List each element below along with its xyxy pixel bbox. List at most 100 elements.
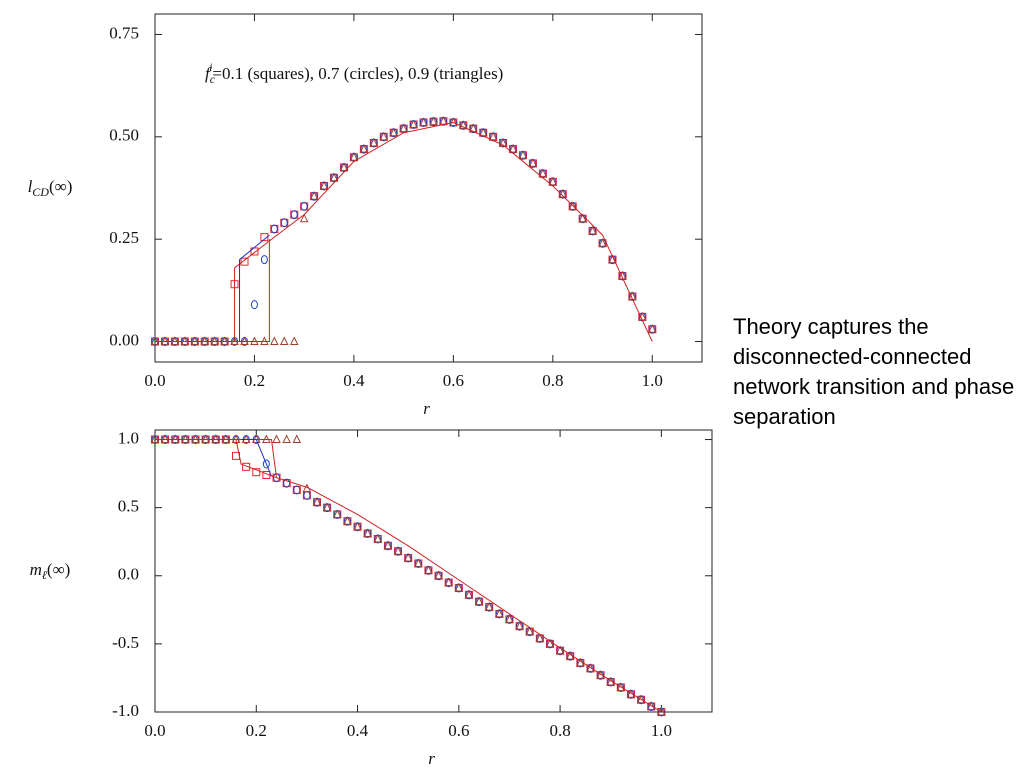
triangle-marker <box>449 117 458 126</box>
label-text: =0.1 (squares), 0.7 (circles), 0.9 (tria… <box>212 64 503 83</box>
triangle-marker <box>250 336 259 346</box>
label-sub: ℓ <box>42 568 47 582</box>
circle-marker <box>273 473 281 483</box>
triangle-marker <box>555 645 565 655</box>
charts: 0.0 0.2 0.4 0.6 0.8 1.00.000.250.500.75rlCD(∞… <box>28 13 713 768</box>
triangle-marker <box>518 150 528 159</box>
circle-marker <box>303 490 311 500</box>
triangle-marker <box>262 434 271 444</box>
triangle-marker <box>329 172 339 182</box>
triangle-marker <box>200 336 210 346</box>
triangle-marker <box>319 180 329 190</box>
plot-frame <box>154 13 703 363</box>
triangle-marker <box>383 540 393 550</box>
triangle-marker <box>282 434 291 444</box>
triangle-marker <box>201 434 210 444</box>
triangle-marker <box>618 270 627 280</box>
triangle-marker <box>322 502 332 512</box>
side-text: Theory captures the disconnected-connect… <box>733 314 1015 429</box>
triangle-marker <box>240 336 249 346</box>
y-tick-label: -1.0 <box>112 701 139 720</box>
x-tick-label: 0.8 <box>549 721 570 740</box>
x-tick-label: 0.2 <box>244 371 265 390</box>
triangle-marker <box>454 582 464 592</box>
triangle-marker <box>515 621 524 630</box>
triangle-marker <box>484 601 494 611</box>
triangle-marker <box>429 116 438 126</box>
x-tick-label: 0.6 <box>448 721 469 740</box>
x-tick-label: 0.6 <box>443 371 464 390</box>
triangle-marker <box>508 143 518 153</box>
label-base: f <box>205 64 212 83</box>
rich-label: lCD(∞) <box>28 177 73 199</box>
triangle-marker <box>231 434 241 444</box>
triangle-marker <box>636 694 646 704</box>
triangle-marker <box>464 589 474 599</box>
triangle-marker <box>434 570 443 580</box>
triangle-marker <box>241 434 251 444</box>
triangle-marker <box>210 336 219 346</box>
triangle-marker <box>363 528 372 538</box>
square-marker <box>242 462 251 471</box>
label-text: (∞) <box>47 560 70 579</box>
triangle-marker <box>598 238 607 247</box>
y-tick-label: 0.75 <box>109 23 139 42</box>
x-tick-label: 0.2 <box>246 721 267 740</box>
triangle-marker <box>403 552 413 562</box>
y-tick-label: -0.5 <box>112 633 139 652</box>
triangle-marker <box>353 521 362 531</box>
y-tick-label: 0.5 <box>118 497 139 516</box>
label-base: l <box>28 177 33 196</box>
triangle-marker <box>505 614 514 623</box>
triangle-marker <box>495 608 504 618</box>
y-tick-label: 0.25 <box>109 228 139 247</box>
triangle-marker <box>150 434 160 444</box>
triangle-marker <box>369 137 379 147</box>
triangle-marker <box>181 434 190 444</box>
circle-marker <box>260 255 268 265</box>
x-tick-label: 1.0 <box>651 721 672 740</box>
triangle-marker <box>230 336 239 346</box>
triangle-marker <box>616 682 626 691</box>
triangle-marker <box>292 434 302 444</box>
theory-line <box>239 234 270 342</box>
x-axis-label: r <box>428 749 435 768</box>
triangle-marker <box>289 336 299 346</box>
circle-marker <box>262 459 270 469</box>
rich-label: fci=0.1 (squares), 0.7 (circles), 0.9 (t… <box>205 60 503 86</box>
triangle-marker <box>272 434 281 444</box>
triangle-marker <box>578 213 587 223</box>
triangle-marker <box>389 127 399 137</box>
triangle-marker <box>525 626 535 636</box>
triangle-marker <box>279 336 289 346</box>
triangle-marker <box>160 336 170 346</box>
theory-line <box>234 239 270 343</box>
triangle-marker <box>548 176 558 186</box>
triangle-marker <box>538 168 548 178</box>
triangle-marker <box>528 158 538 167</box>
theory-line <box>155 439 662 713</box>
triangle-marker <box>393 546 403 555</box>
x-tick-label: 1.0 <box>642 371 663 390</box>
triangle-marker <box>332 509 342 518</box>
label-sub: CD <box>32 185 49 199</box>
triangle-marker <box>349 152 359 161</box>
circle-marker <box>250 300 258 310</box>
y-tick-label: 0.50 <box>109 126 139 145</box>
triangle-marker <box>339 162 349 172</box>
triangle-marker <box>545 638 555 648</box>
circle-marker <box>293 485 301 495</box>
triangle-marker <box>270 336 279 346</box>
circle-marker <box>280 218 288 228</box>
triangle-marker <box>373 533 383 543</box>
circle-marker <box>270 224 278 234</box>
triangle-marker <box>211 434 221 444</box>
y-tick-label: 0.00 <box>109 330 139 349</box>
label-sup: i <box>209 60 212 74</box>
x-tick-label: 0.0 <box>144 371 165 390</box>
square-marker <box>260 233 269 242</box>
triangle-marker <box>444 577 454 587</box>
triangle-marker <box>221 434 231 444</box>
circle-marker <box>283 478 291 488</box>
